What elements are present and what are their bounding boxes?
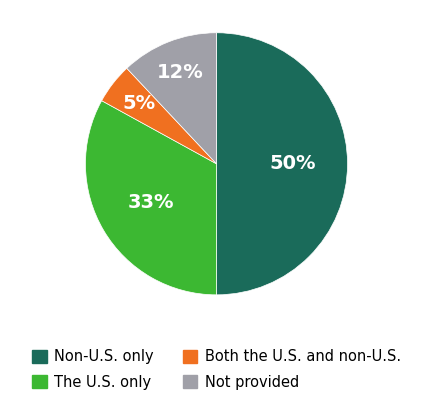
Text: 5%: 5%	[122, 94, 155, 113]
Wedge shape	[216, 33, 348, 295]
Text: 33%: 33%	[128, 193, 174, 212]
Wedge shape	[102, 68, 216, 164]
Legend: Non-U.S. only, The U.S. only, Both the U.S. and non-U.S., Not provided: Non-U.S. only, The U.S. only, Both the U…	[32, 349, 401, 390]
Wedge shape	[127, 33, 216, 164]
Wedge shape	[85, 101, 216, 295]
Text: 12%: 12%	[157, 63, 204, 82]
Text: 50%: 50%	[269, 154, 316, 173]
